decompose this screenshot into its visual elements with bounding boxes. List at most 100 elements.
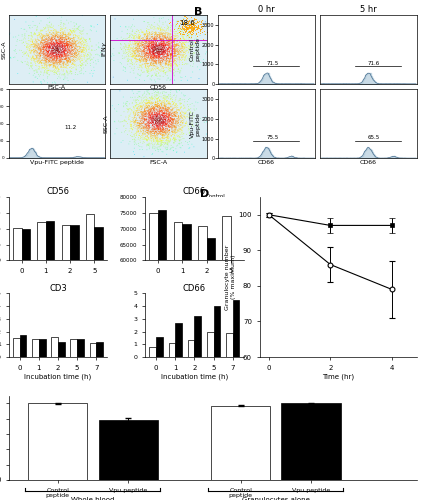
Point [150,114,156,122]
Point [133,114,139,122]
Point [32,45,39,53]
Point [162,46,169,54]
Point [53,70,60,78]
Point [124,46,131,54]
Point [68,39,75,47]
Point [57,38,63,46]
Point [151,128,158,136]
Point [177,108,184,116]
Point [177,24,184,32]
Point [133,51,140,59]
Point [146,100,153,108]
Point [167,86,174,94]
Point [37,78,44,86]
Point [159,37,166,45]
Point [135,63,142,71]
Point [153,88,160,96]
Point [150,94,156,102]
Point [171,44,178,52]
Point [44,42,51,50]
Point [170,128,177,136]
Point [181,54,188,62]
Point [81,44,88,52]
Point [50,38,57,46]
Point [136,42,143,50]
Point [170,16,177,24]
Point [68,44,75,52]
Point [184,44,190,52]
Point [155,127,162,135]
Point [132,44,139,52]
Point [185,18,192,25]
Point [46,29,53,37]
Point [154,118,161,126]
Point [156,50,163,58]
Point [160,42,167,50]
Point [39,46,46,54]
Point [45,47,52,55]
Point [158,23,165,31]
Point [60,48,67,56]
Point [140,40,147,48]
Point [166,37,173,45]
Point [21,42,28,50]
Point [153,59,160,67]
Point [51,34,58,42]
Point [31,40,38,48]
Point [159,41,165,49]
Point [54,41,61,49]
Point [61,26,68,34]
Point [172,125,179,133]
Point [159,111,166,119]
Point [62,44,69,52]
Point [145,42,152,50]
Point [162,138,169,146]
Point [141,46,148,54]
Point [54,44,61,52]
Point [191,24,198,32]
Point [171,137,178,145]
Point [5,32,11,40]
Point [180,108,187,116]
Point [158,118,165,126]
Point [142,109,149,117]
Point [134,40,141,48]
Point [54,57,61,65]
Point [150,94,157,102]
Point [131,135,138,143]
Point [60,52,67,60]
Point [59,37,65,45]
Point [159,128,166,136]
Point [56,42,63,50]
Point [164,128,171,136]
Point [49,39,56,47]
Point [158,122,165,130]
Point [40,41,47,49]
Point [176,26,183,34]
Point [61,50,68,58]
Point [182,119,189,127]
Point [122,23,129,31]
Point [154,100,161,108]
Point [194,26,201,34]
Point [82,36,88,44]
Point [182,16,189,24]
Point [39,56,45,64]
Point [162,30,168,38]
Point [199,22,206,30]
Point [60,40,66,48]
Point [156,40,163,48]
Point [195,18,201,25]
Point [65,38,72,46]
Point [129,136,136,143]
Point [150,114,156,122]
Point [114,34,121,42]
Point [159,111,165,119]
Point [167,52,174,60]
Point [112,15,119,23]
Point [176,140,183,148]
Point [153,98,159,106]
Point [167,95,174,103]
Point [165,134,172,142]
Point [39,40,46,48]
